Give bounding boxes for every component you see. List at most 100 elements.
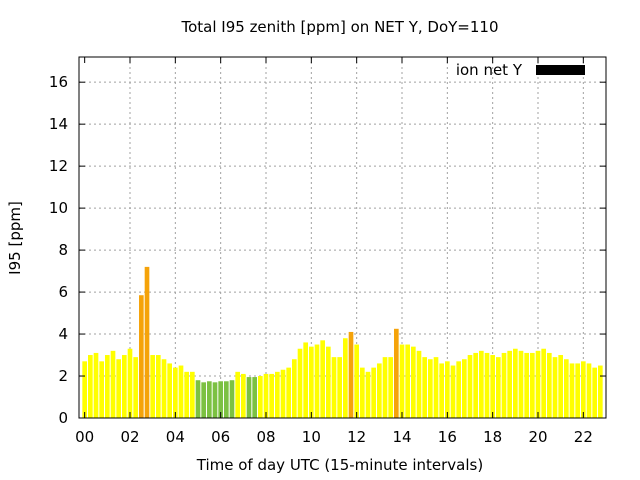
bar bbox=[433, 357, 439, 418]
y-tick-label: 4 bbox=[58, 325, 68, 343]
bar bbox=[156, 355, 161, 418]
bar bbox=[399, 344, 405, 418]
bar bbox=[320, 340, 325, 418]
bar bbox=[360, 367, 365, 418]
bar bbox=[422, 357, 427, 418]
bar bbox=[241, 373, 246, 418]
bar bbox=[99, 361, 104, 418]
y-tick-label: 2 bbox=[58, 367, 68, 385]
bar bbox=[354, 344, 359, 418]
bar bbox=[507, 350, 512, 418]
bar bbox=[178, 365, 184, 418]
bar bbox=[93, 352, 99, 418]
bar bbox=[275, 371, 280, 418]
bar bbox=[530, 352, 535, 418]
bar bbox=[269, 373, 274, 418]
bar bbox=[207, 381, 212, 418]
bar bbox=[292, 359, 297, 418]
x-axis-ticks: 00 02 04 06 08 10 12 14 16 18 20 22 bbox=[75, 57, 593, 446]
bar bbox=[484, 352, 490, 418]
bar bbox=[201, 382, 206, 418]
bars bbox=[82, 266, 603, 418]
bar bbox=[263, 373, 269, 418]
bar bbox=[184, 371, 189, 418]
legend-label: ion net Y bbox=[456, 61, 523, 79]
bar bbox=[496, 357, 501, 418]
x-tick-label: 22 bbox=[574, 428, 593, 446]
bar bbox=[473, 352, 478, 418]
bar bbox=[569, 363, 575, 418]
bar bbox=[456, 361, 461, 418]
bar bbox=[592, 367, 597, 418]
x-tick-label: 02 bbox=[120, 428, 139, 446]
bar bbox=[150, 355, 155, 418]
y-axis-ticks: 0 2 4 6 8 10 12 14 16 bbox=[49, 73, 606, 427]
bar bbox=[586, 363, 592, 418]
bar bbox=[218, 381, 223, 418]
y-tick-label: 10 bbox=[49, 199, 68, 217]
bar bbox=[258, 376, 263, 418]
bar bbox=[382, 357, 388, 418]
x-tick-label: 12 bbox=[347, 428, 366, 446]
legend-swatch bbox=[536, 65, 585, 75]
bar bbox=[246, 377, 252, 418]
bar bbox=[405, 344, 410, 418]
bar bbox=[535, 350, 541, 418]
bar bbox=[547, 352, 552, 418]
x-axis-label: Time of day UTC (15-minute intervals) bbox=[196, 456, 483, 474]
bar bbox=[286, 367, 291, 418]
bar bbox=[144, 266, 150, 418]
bar bbox=[462, 359, 467, 418]
bar bbox=[224, 381, 229, 418]
x-tick-label: 08 bbox=[256, 428, 275, 446]
bar bbox=[581, 361, 586, 418]
x-tick-label: 04 bbox=[166, 428, 185, 446]
bar bbox=[337, 357, 342, 418]
bar bbox=[252, 377, 257, 418]
bar bbox=[541, 348, 546, 418]
bar bbox=[195, 380, 201, 418]
bar bbox=[303, 342, 308, 418]
bar bbox=[558, 355, 563, 418]
bar bbox=[110, 350, 116, 418]
bar bbox=[411, 346, 416, 418]
bar bbox=[479, 350, 484, 418]
bar bbox=[190, 371, 195, 418]
x-tick-label: 18 bbox=[483, 428, 502, 446]
bar bbox=[598, 365, 603, 418]
y-tick-label: 14 bbox=[49, 115, 68, 133]
bar bbox=[139, 295, 144, 418]
bar bbox=[348, 331, 354, 418]
y-tick-label: 8 bbox=[58, 241, 68, 259]
bar bbox=[82, 361, 87, 418]
x-tick-label: 20 bbox=[528, 428, 547, 446]
legend: ion net Y bbox=[456, 61, 585, 79]
bar bbox=[371, 367, 376, 418]
bar bbox=[467, 355, 473, 418]
bar bbox=[450, 365, 456, 418]
bar bbox=[229, 380, 235, 418]
chart-title: Total I95 zenith [ppm] on NET Y, DoY=110 bbox=[180, 18, 498, 36]
bar bbox=[122, 355, 127, 418]
bar bbox=[552, 357, 558, 418]
bar bbox=[280, 369, 286, 418]
plot-frame bbox=[78, 56, 607, 419]
y-tick-label: 6 bbox=[58, 283, 68, 301]
bar bbox=[524, 352, 529, 418]
bar bbox=[388, 357, 393, 418]
bar bbox=[235, 371, 240, 418]
x-tick-label: 00 bbox=[75, 428, 94, 446]
x-tick-label: 16 bbox=[438, 428, 457, 446]
bar bbox=[212, 382, 218, 418]
bar bbox=[331, 357, 337, 418]
y-tick-label: 0 bbox=[58, 409, 68, 427]
x-tick-label: 06 bbox=[211, 428, 230, 446]
y-tick-label: 16 bbox=[49, 73, 68, 91]
y-tick-label: 12 bbox=[49, 157, 68, 175]
y-axis-label: I95 [ppm] bbox=[6, 201, 24, 275]
bar bbox=[173, 367, 178, 418]
bar bbox=[439, 363, 444, 418]
bar bbox=[309, 346, 314, 418]
bar bbox=[161, 359, 167, 418]
